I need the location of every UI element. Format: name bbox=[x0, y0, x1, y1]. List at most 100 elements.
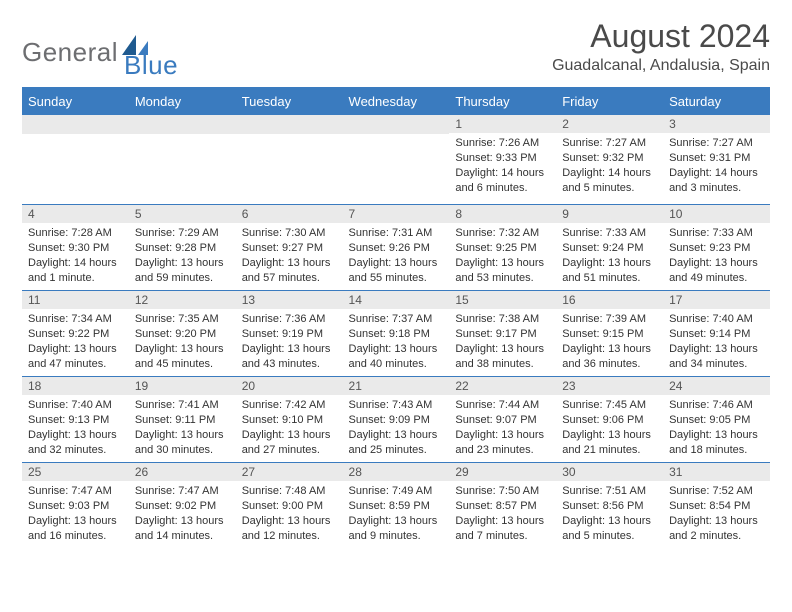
day-content: Sunrise: 7:49 AMSunset: 8:59 PMDaylight:… bbox=[343, 481, 450, 547]
weekday-header: Wednesday bbox=[343, 88, 450, 115]
sunrise-line: Sunrise: 7:49 AM bbox=[349, 484, 444, 499]
calendar-day-cell: 19Sunrise: 7:41 AMSunset: 9:11 PMDayligh… bbox=[129, 377, 236, 463]
sunrise-line: Sunrise: 7:48 AM bbox=[242, 484, 337, 499]
daylight-line: Daylight: 13 hours and 12 minutes. bbox=[242, 514, 337, 544]
calendar-week-row: 18Sunrise: 7:40 AMSunset: 9:13 PMDayligh… bbox=[22, 377, 770, 463]
day-number: 8 bbox=[449, 205, 556, 223]
day-number: 2 bbox=[556, 115, 663, 133]
sunrise-line: Sunrise: 7:42 AM bbox=[242, 398, 337, 413]
daylight-line: Daylight: 13 hours and 21 minutes. bbox=[562, 428, 657, 458]
day-content: Sunrise: 7:39 AMSunset: 9:15 PMDaylight:… bbox=[556, 309, 663, 375]
day-number: 21 bbox=[343, 377, 450, 395]
day-content: Sunrise: 7:26 AMSunset: 9:33 PMDaylight:… bbox=[449, 133, 556, 199]
day-number: 13 bbox=[236, 291, 343, 309]
sunrise-line: Sunrise: 7:33 AM bbox=[669, 226, 764, 241]
sunset-line: Sunset: 9:09 PM bbox=[349, 413, 444, 428]
day-number: 9 bbox=[556, 205, 663, 223]
sunset-line: Sunset: 9:20 PM bbox=[135, 327, 230, 342]
sunset-line: Sunset: 9:19 PM bbox=[242, 327, 337, 342]
day-content: Sunrise: 7:50 AMSunset: 8:57 PMDaylight:… bbox=[449, 481, 556, 547]
daylight-line: Daylight: 13 hours and 27 minutes. bbox=[242, 428, 337, 458]
day-content: Sunrise: 7:48 AMSunset: 9:00 PMDaylight:… bbox=[236, 481, 343, 547]
sunset-line: Sunset: 9:23 PM bbox=[669, 241, 764, 256]
calendar-day-cell: 27Sunrise: 7:48 AMSunset: 9:00 PMDayligh… bbox=[236, 463, 343, 551]
calendar-day-cell: 15Sunrise: 7:38 AMSunset: 9:17 PMDayligh… bbox=[449, 291, 556, 377]
daylight-line: Daylight: 13 hours and 53 minutes. bbox=[455, 256, 550, 286]
sunset-line: Sunset: 9:22 PM bbox=[28, 327, 123, 342]
daylight-line: Daylight: 13 hours and 32 minutes. bbox=[28, 428, 123, 458]
sunrise-line: Sunrise: 7:37 AM bbox=[349, 312, 444, 327]
calendar-week-row: 25Sunrise: 7:47 AMSunset: 9:03 PMDayligh… bbox=[22, 463, 770, 551]
sunrise-line: Sunrise: 7:45 AM bbox=[562, 398, 657, 413]
sunset-line: Sunset: 9:18 PM bbox=[349, 327, 444, 342]
daylight-line: Daylight: 13 hours and 47 minutes. bbox=[28, 342, 123, 372]
logo-text-sub: Blue bbox=[124, 50, 178, 80]
sunset-line: Sunset: 9:30 PM bbox=[28, 241, 123, 256]
daylight-line: Daylight: 13 hours and 25 minutes. bbox=[349, 428, 444, 458]
daylight-line: Daylight: 13 hours and 23 minutes. bbox=[455, 428, 550, 458]
sunset-line: Sunset: 9:06 PM bbox=[562, 413, 657, 428]
sunset-line: Sunset: 9:24 PM bbox=[562, 241, 657, 256]
day-content: Sunrise: 7:41 AMSunset: 9:11 PMDaylight:… bbox=[129, 395, 236, 461]
sunset-line: Sunset: 8:56 PM bbox=[562, 499, 657, 514]
calendar-day-cell: 17Sunrise: 7:40 AMSunset: 9:14 PMDayligh… bbox=[663, 291, 770, 377]
calendar-day-cell: 16Sunrise: 7:39 AMSunset: 9:15 PMDayligh… bbox=[556, 291, 663, 377]
calendar-day-cell: 20 Sunrise: 7:42 AMSunset: 9:10 PMDayligh… bbox=[236, 377, 343, 463]
sunrise-line: Sunrise: 7:40 AM bbox=[28, 398, 123, 413]
daylight-line: Daylight: 13 hours and 18 minutes. bbox=[669, 428, 764, 458]
calendar-day-cell: 6Sunrise: 7:30 AMSunset: 9:27 PMDaylight… bbox=[236, 205, 343, 291]
daylight-line: Daylight: 13 hours and 5 minutes. bbox=[562, 514, 657, 544]
calendar-day-cell: 30Sunrise: 7:51 AMSunset: 8:56 PMDayligh… bbox=[556, 463, 663, 551]
calendar-week-row: 1Sunrise: 7:26 AMSunset: 9:33 PMDaylight… bbox=[22, 115, 770, 205]
calendar-day-cell: 12Sunrise: 7:35 AMSunset: 9:20 PMDayligh… bbox=[129, 291, 236, 377]
day-number: 25 bbox=[22, 463, 129, 481]
sunset-line: Sunset: 9:14 PM bbox=[669, 327, 764, 342]
sunrise-line: Sunrise: 7:50 AM bbox=[455, 484, 550, 499]
sunrise-line: Sunrise: 7:34 AM bbox=[28, 312, 123, 327]
day-content: Sunrise: 7:35 AMSunset: 9:20 PMDaylight:… bbox=[129, 309, 236, 375]
day-content: Sunrise: 7:47 AMSunset: 9:03 PMDaylight:… bbox=[22, 481, 129, 547]
calendar-day-cell: 11Sunrise: 7:34 AMSunset: 9:22 PMDayligh… bbox=[22, 291, 129, 377]
day-content: Sunrise: 7:30 AMSunset: 9:27 PMDaylight:… bbox=[236, 223, 343, 289]
day-content: Sunrise: 7:28 AMSunset: 9:30 PMDaylight:… bbox=[22, 223, 129, 289]
day-content: Sunrise: 7:27 AMSunset: 9:31 PMDaylight:… bbox=[663, 133, 770, 199]
weekday-header: Sunday bbox=[22, 88, 129, 115]
calendar-table: SundayMondayTuesdayWednesdayThursdayFrid… bbox=[22, 87, 770, 551]
sunset-line: Sunset: 8:59 PM bbox=[349, 499, 444, 514]
day-content: Sunrise: 7:29 AMSunset: 9:28 PMDaylight:… bbox=[129, 223, 236, 289]
sunrise-line: Sunrise: 7:33 AM bbox=[562, 226, 657, 241]
calendar-day-cell: 26Sunrise: 7:47 AMSunset: 9:02 PMDayligh… bbox=[129, 463, 236, 551]
empty-daynum bbox=[22, 115, 129, 134]
day-number: 16 bbox=[556, 291, 663, 309]
daylight-line: Daylight: 13 hours and 2 minutes. bbox=[669, 514, 764, 544]
day-number: 18 bbox=[22, 377, 129, 395]
sunset-line: Sunset: 9:25 PM bbox=[455, 241, 550, 256]
sunset-line: Sunset: 9:17 PM bbox=[455, 327, 550, 342]
calendar-day-cell: 21Sunrise: 7:43 AMSunset: 9:09 PMDayligh… bbox=[343, 377, 450, 463]
daylight-line: Daylight: 13 hours and 49 minutes. bbox=[669, 256, 764, 286]
sunset-line: Sunset: 9:26 PM bbox=[349, 241, 444, 256]
sunrise-line: Sunrise: 7:51 AM bbox=[562, 484, 657, 499]
sunset-line: Sunset: 9:07 PM bbox=[455, 413, 550, 428]
sunset-line: Sunset: 9:05 PM bbox=[669, 413, 764, 428]
day-number: 22 bbox=[449, 377, 556, 395]
day-number: 20 bbox=[236, 377, 343, 395]
day-content: Sunrise: 7:44 AMSunset: 9:07 PMDaylight:… bbox=[449, 395, 556, 461]
day-content: Sunrise: 7:38 AMSunset: 9:17 PMDaylight:… bbox=[449, 309, 556, 375]
empty-daynum bbox=[129, 115, 236, 134]
day-content: Sunrise: 7:31 AMSunset: 9:26 PMDaylight:… bbox=[343, 223, 450, 289]
calendar-body: 1Sunrise: 7:26 AMSunset: 9:33 PMDaylight… bbox=[22, 115, 770, 551]
day-content: Sunrise: 7:27 AMSunset: 9:32 PMDaylight:… bbox=[556, 133, 663, 199]
sunset-line: Sunset: 9:10 PM bbox=[242, 413, 337, 428]
day-content: Sunrise: 7:37 AMSunset: 9:18 PMDaylight:… bbox=[343, 309, 450, 375]
day-number: 10 bbox=[663, 205, 770, 223]
daylight-line: Daylight: 14 hours and 6 minutes. bbox=[455, 166, 550, 196]
weekday-header: Tuesday bbox=[236, 88, 343, 115]
calendar-day-cell: 13Sunrise: 7:36 AMSunset: 9:19 PMDayligh… bbox=[236, 291, 343, 377]
day-number: 31 bbox=[663, 463, 770, 481]
calendar-day-cell: 18Sunrise: 7:40 AMSunset: 9:13 PMDayligh… bbox=[22, 377, 129, 463]
day-number: 28 bbox=[343, 463, 450, 481]
day-number: 4 bbox=[22, 205, 129, 223]
calendar-day-cell: 7Sunrise: 7:31 AMSunset: 9:26 PMDaylight… bbox=[343, 205, 450, 291]
sunset-line: Sunset: 9:32 PM bbox=[562, 151, 657, 166]
